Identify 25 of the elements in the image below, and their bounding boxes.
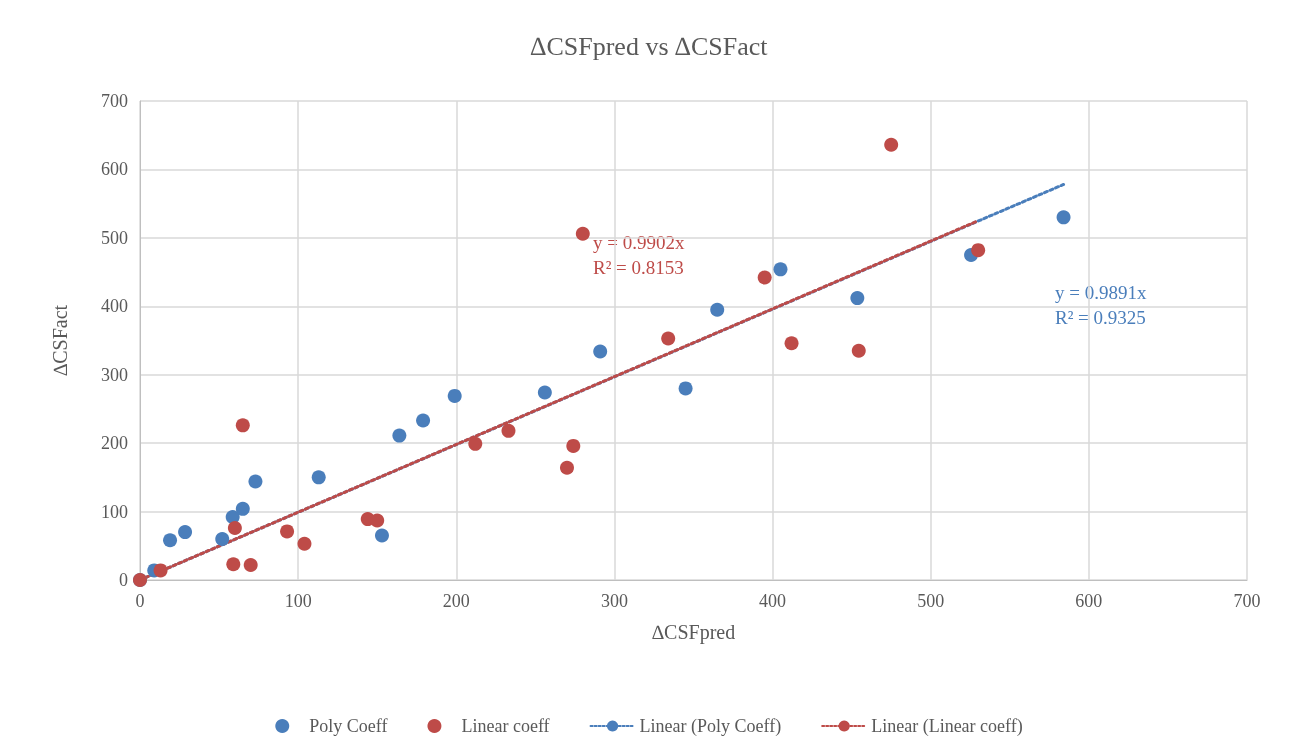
x-axis-title: ∆CSFpred: [651, 621, 736, 644]
annotation: y = 0.9891x R² = 0.9325: [1055, 282, 1147, 328]
y-tick-label: 200: [101, 433, 128, 454]
y-tick-label: 700: [101, 91, 128, 111]
y-tick-label: 500: [101, 227, 128, 248]
y-axis-title: ∆CSFact: [49, 304, 71, 377]
x-tick-label: 600: [1075, 591, 1103, 611]
y-tick-label: 400: [101, 296, 128, 317]
chart-title: ∆CSFpred vs ∆CSFact: [530, 31, 769, 61]
y-tick-label: 600: [101, 159, 128, 180]
x-tick-label: 400: [759, 591, 787, 611]
annotation: y = 0.9902x R² = 0.8153: [593, 232, 685, 278]
y-tick-label: 0: [119, 570, 128, 590]
x-tick-label: 300: [600, 591, 628, 611]
x-tick-label: 200: [442, 591, 470, 611]
y-tick-label: 100: [101, 501, 128, 522]
x-tick-label: 100: [284, 591, 312, 611]
y-tick-label: 300: [101, 364, 128, 385]
x-tick-label: 0: [135, 591, 145, 611]
legend-label: Linear (Poly Coeff): [639, 716, 782, 737]
x-tick-label: 500: [917, 591, 945, 611]
legend-label: Linear coeff: [461, 716, 550, 736]
legend-label: Poly Coeff: [309, 716, 388, 736]
legend-label: Linear (Linear coeff): [871, 716, 1023, 737]
x-tick-label: 700: [1233, 591, 1261, 611]
